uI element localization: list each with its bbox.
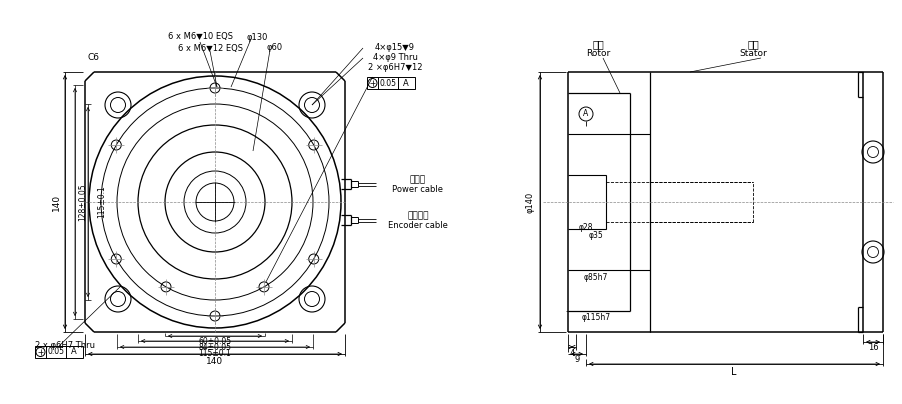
Text: φ115h7: φ115h7 [582,314,611,322]
Text: A: A [584,109,589,118]
Text: φ140: φ140 [526,191,535,213]
Text: 6 x M6▼12 EQS: 6 x M6▼12 EQS [178,44,243,53]
Text: 115±0.1: 115±0.1 [97,185,106,219]
Text: φ130: φ130 [246,32,268,42]
Text: φ85h7: φ85h7 [584,273,608,282]
Text: 4×φ15▼9: 4×φ15▼9 [375,44,415,53]
Text: 4: 4 [569,349,575,358]
Text: 6 x M6▼10 EQS: 6 x M6▼10 EQS [168,32,233,42]
Text: 动力线: 动力线 [410,175,426,185]
Text: 84±0.05: 84±0.05 [198,343,232,351]
Text: 0.05: 0.05 [48,347,65,356]
Text: A: A [403,78,409,88]
Text: φ35: φ35 [589,231,603,240]
Text: 编码器线: 编码器线 [407,212,428,221]
Text: 115±0.1: 115±0.1 [198,349,232,358]
Text: 9: 9 [575,356,580,364]
Text: 16: 16 [868,343,879,353]
Text: 60±0.05: 60±0.05 [198,337,232,345]
Text: Rotor: Rotor [586,50,610,59]
Text: 定子: 定子 [747,39,759,49]
Text: 2 ×φ6H7▼12: 2 ×φ6H7▼12 [368,63,422,72]
Text: C6: C6 [87,53,99,63]
Text: Encoder cable: Encoder cable [388,221,448,229]
Text: 转子: 转子 [592,39,603,49]
Text: Power cable: Power cable [392,185,444,194]
Text: 140: 140 [51,194,60,210]
Text: L: L [732,367,737,377]
Text: 140: 140 [207,356,224,366]
Text: Stator: Stator [739,50,767,59]
Text: φ28: φ28 [579,223,594,232]
Text: 2 x φ6H7 Thru: 2 x φ6H7 Thru [35,341,95,351]
Text: 4×φ9 Thru: 4×φ9 Thru [373,53,418,63]
Text: 0.05: 0.05 [380,78,397,88]
Text: A: A [71,347,77,356]
Text: φ60: φ60 [267,44,283,53]
Text: 128±0.05: 128±0.05 [78,183,87,221]
